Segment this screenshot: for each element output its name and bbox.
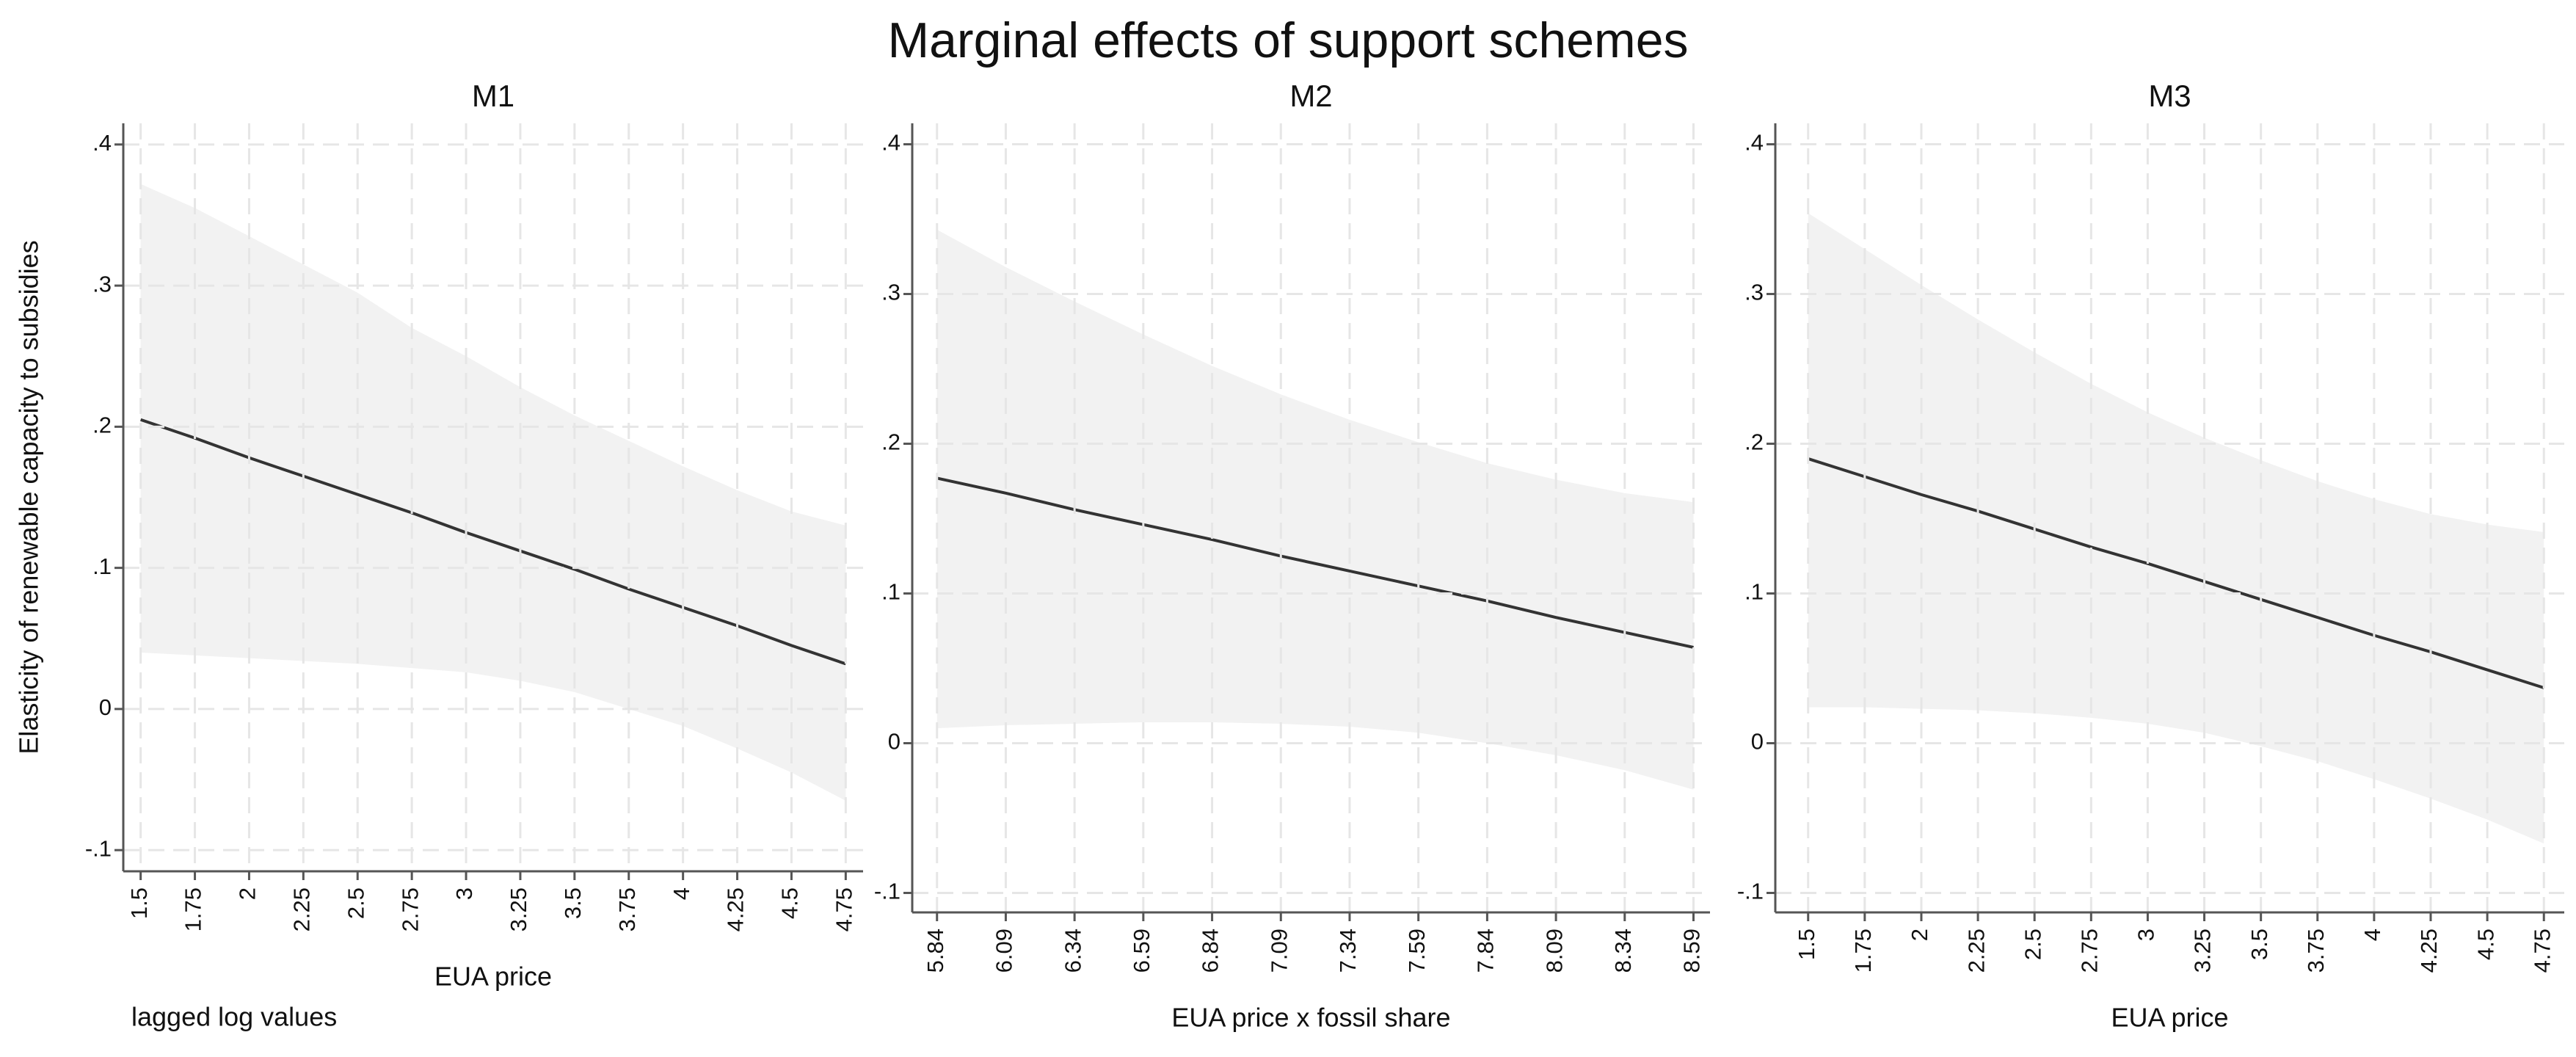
x-axis-label: EUA price (2111, 1003, 2228, 1033)
x-tick-label: 4 (2359, 929, 2385, 941)
x-tick-label: 2.5 (343, 887, 368, 919)
x-tick-label: 7.09 (1266, 929, 1292, 973)
x-tick-label: 3.5 (2246, 929, 2272, 960)
x-tick-label: 4 (669, 887, 694, 900)
y-tick-label: .3 (1744, 280, 1764, 305)
x-tick-label: 4.75 (832, 887, 857, 931)
x-tick-label: 4.25 (2416, 929, 2442, 973)
x-tick-label: 2.25 (1963, 929, 1989, 973)
x-tick-label: 1.5 (1794, 929, 1819, 960)
y-tick-label: .4 (1744, 130, 1764, 156)
y-tick-label: 0 (1751, 729, 1764, 755)
y-tick-label: .1 (92, 553, 112, 579)
y-tick-label: 0 (888, 729, 900, 755)
x-tick-label: 2.75 (2076, 929, 2102, 973)
x-tick-label: 3.75 (2303, 929, 2329, 973)
confidence-band (1808, 213, 2544, 844)
x-tick-label: 6.59 (1129, 929, 1154, 973)
x-axis-label: EUA price (434, 962, 552, 992)
x-tick-label: 8.34 (1610, 929, 1636, 973)
x-tick-label: 8.09 (1541, 929, 1567, 973)
x-tick-label: 4.5 (777, 887, 803, 919)
x-tick-label: 3.75 (614, 887, 640, 931)
y-tick-label: 0 (99, 694, 112, 720)
y-tick-label: .3 (881, 280, 900, 305)
y-tick-label: -.1 (874, 879, 900, 904)
y-axis-label: Elasticity of renewable capacity to subs… (14, 240, 44, 754)
figure-title: Marginal effects of support schemes (887, 12, 1688, 68)
x-tick-label: 1.75 (181, 887, 206, 931)
y-tick-label: -.1 (85, 835, 112, 861)
x-tick-label: 8.59 (1679, 929, 1705, 973)
y-tick-label: .2 (1744, 429, 1764, 455)
x-tick-label: 3.5 (560, 887, 586, 919)
y-tick-label: .4 (92, 130, 112, 156)
y-tick-label: -.1 (1737, 879, 1764, 904)
x-tick-label: 7.34 (1335, 929, 1361, 973)
effect-line (936, 476, 1694, 649)
y-tick-label: .4 (881, 130, 900, 156)
x-tick-label: 7.84 (1473, 929, 1499, 973)
y-tick-label: .3 (92, 271, 112, 297)
x-tick-label: 5.84 (923, 929, 948, 973)
x-tick-label: 2.5 (2020, 929, 2045, 960)
y-tick-label: .1 (1744, 579, 1764, 605)
x-tick-label: 6.09 (992, 929, 1017, 973)
x-tick-label: 3.25 (506, 887, 531, 931)
y-tick-label: .1 (881, 579, 900, 605)
confidence-band (140, 184, 846, 801)
x-tick-label: 2.25 (289, 887, 315, 931)
y-tick-label: .2 (881, 429, 900, 455)
y-tick-label: .2 (92, 413, 112, 438)
x-tick-label: 3 (2133, 929, 2159, 941)
effect-line (140, 418, 846, 666)
x-tick-label: 2 (235, 887, 261, 900)
x-tick-label: 7.59 (1404, 929, 1430, 973)
x-tick-label: 2.75 (397, 887, 423, 931)
x-tick-label: 3.25 (2190, 929, 2216, 973)
x-axis-label: EUA price x fossil share (1171, 1003, 1450, 1033)
panel-title: M2 (1289, 79, 1332, 113)
x-tick-label: 2 (1907, 929, 1932, 941)
x-tick-label: 6.84 (1198, 929, 1223, 973)
x-tick-label: 4.5 (2473, 929, 2498, 960)
x-tick-label: 4.25 (723, 887, 749, 931)
x-tick-label: 6.34 (1060, 929, 1085, 973)
x-tick-label: 1.75 (1850, 929, 1876, 973)
confidence-band (936, 229, 1694, 790)
x-tick-label: 1.5 (126, 887, 152, 919)
panel-title: M3 (2148, 79, 2191, 113)
panel-title: M1 (472, 79, 514, 113)
effect-line (1808, 457, 2544, 689)
x-tick-label: 4.75 (2529, 929, 2555, 973)
note: lagged log values (131, 1002, 337, 1032)
x-tick-label: 3 (451, 887, 477, 900)
